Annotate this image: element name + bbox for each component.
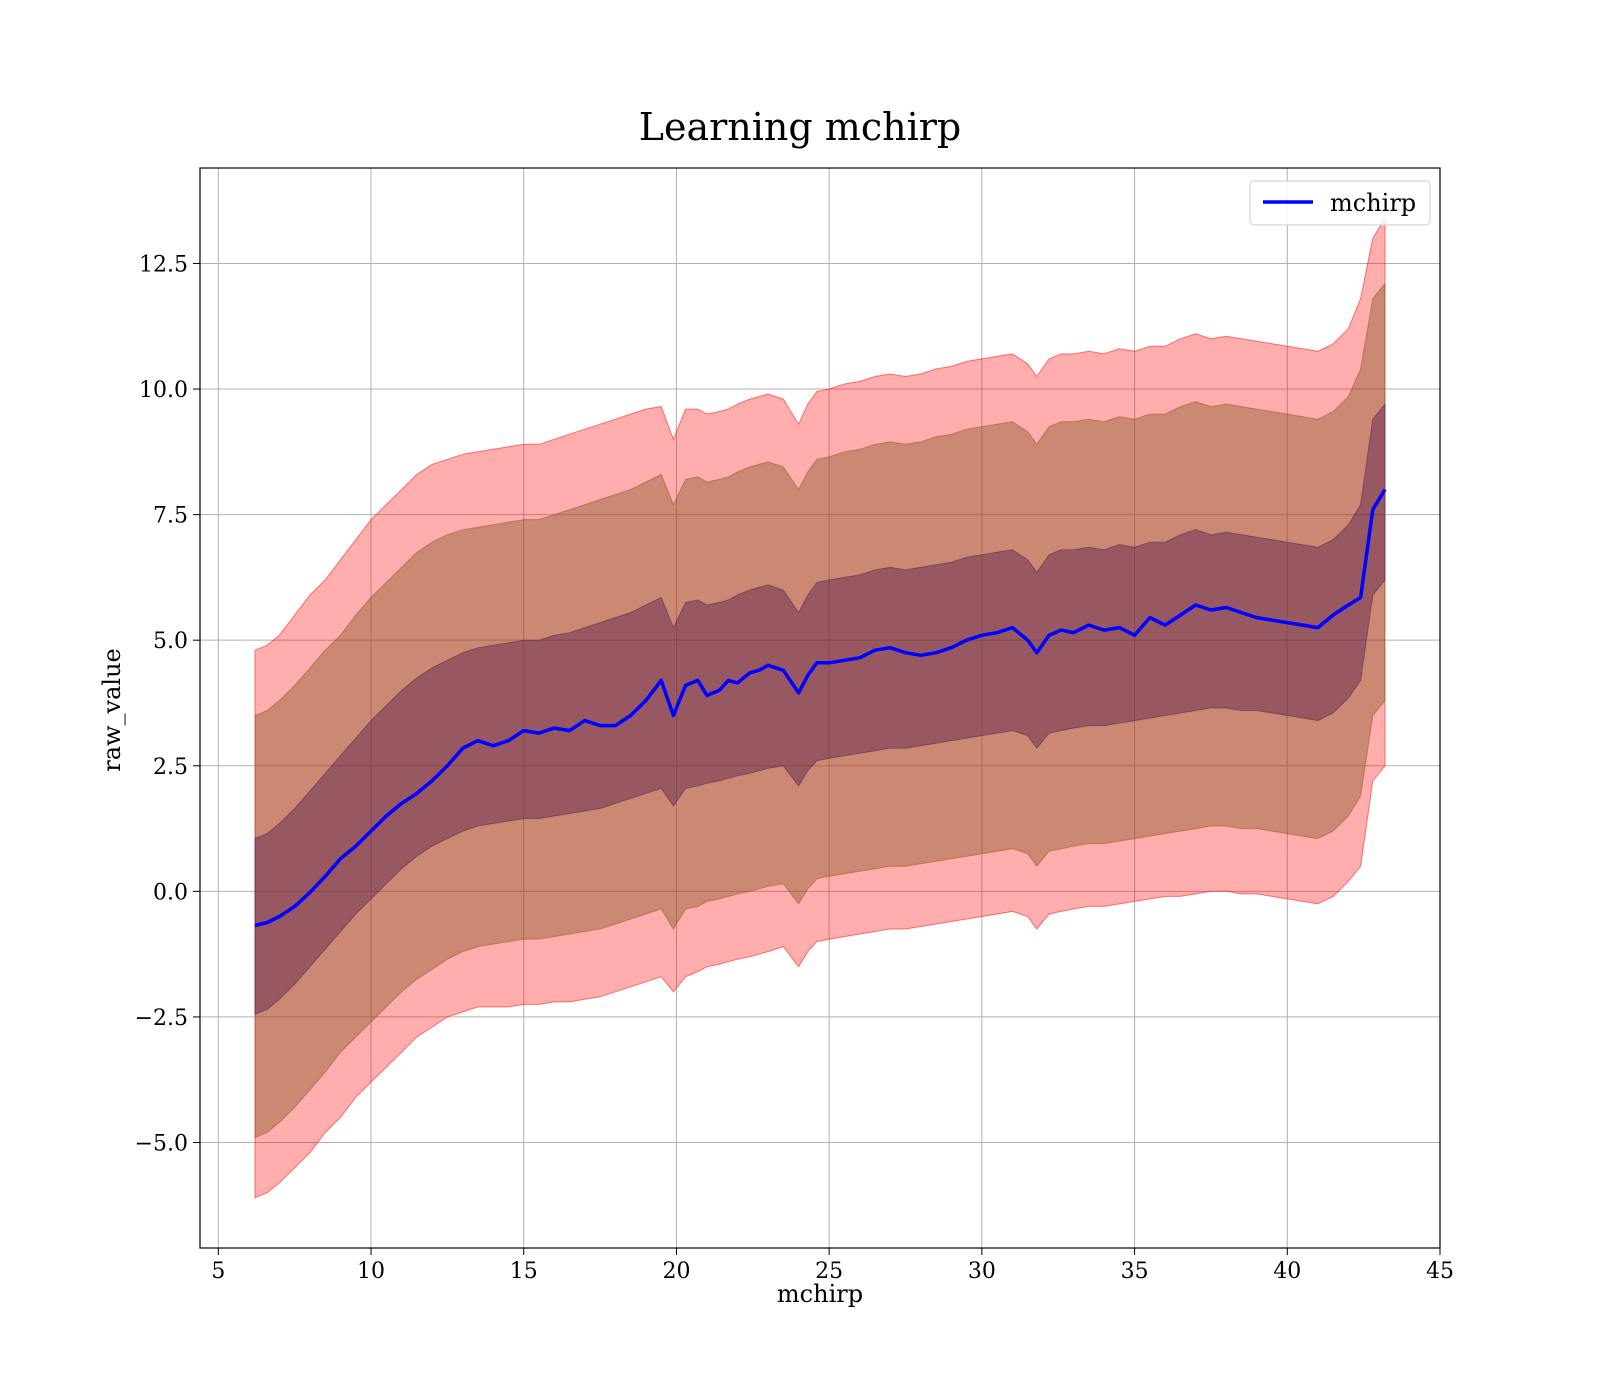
confidence-band-1 — [254, 282, 1386, 1139]
x-tick-label: 35 — [1121, 1259, 1149, 1284]
x-tick-label: 25 — [815, 1259, 843, 1284]
x-tick-label: 20 — [662, 1259, 690, 1284]
x-tick-label: 5 — [211, 1259, 225, 1284]
series-lines — [254, 488, 1387, 928]
x-tick-label: 15 — [510, 1259, 538, 1284]
y-axis-label: raw_value — [98, 648, 126, 772]
confidence-band-2 — [254, 402, 1386, 1016]
chart-title: Learning mchirp — [639, 105, 961, 149]
confidence-bands — [254, 216, 1386, 1199]
y-tick-label: 0.0 — [153, 880, 188, 905]
y-tick-label: 7.5 — [153, 504, 188, 529]
x-tick-label: 10 — [357, 1259, 385, 1284]
x-axis-ticks: 5 10 15 20 25 30 35 40 45 — [211, 1248, 1454, 1284]
legend-box — [1249, 180, 1431, 226]
x-axis-label: mchirp — [777, 1280, 863, 1308]
x-tick-label: 40 — [1273, 1259, 1301, 1284]
y-tick-label: 2.5 — [153, 755, 188, 780]
x-tick-label: 30 — [968, 1259, 996, 1284]
grid — [200, 168, 1441, 1248]
y-tick-label: 10.0 — [139, 378, 188, 403]
y-tick-label: −5.0 — [135, 1132, 188, 1157]
y-tick-label: 12.5 — [139, 252, 188, 277]
plot-frame — [199, 167, 1441, 1249]
confidence-band-0 — [254, 216, 1386, 1199]
series-line-mchirp — [254, 488, 1387, 928]
legend: mchirp — [1249, 180, 1431, 226]
x-tick-label: 45 — [1426, 1259, 1454, 1284]
legend-label: mchirp — [1330, 189, 1416, 217]
y-tick-label: 5.0 — [153, 629, 188, 654]
y-tick-label: −2.5 — [135, 1006, 188, 1031]
y-axis-ticks: −5.0 −2.5 0.0 2.5 5.0 7.5 10.0 12.5 — [135, 252, 200, 1157]
